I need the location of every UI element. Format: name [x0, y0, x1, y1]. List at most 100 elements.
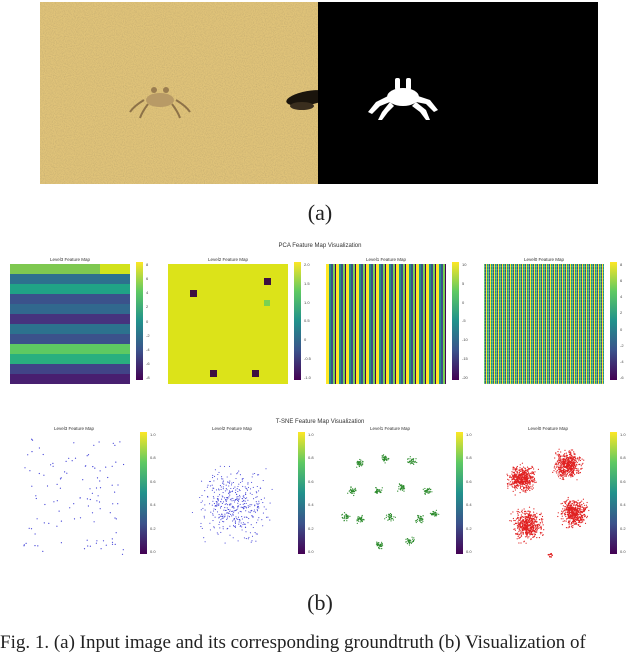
scatter-point: [227, 512, 229, 514]
scatter-point: [558, 454, 560, 456]
scatter-point: [519, 522, 521, 524]
scatter-point: [389, 518, 391, 520]
scatter-point: [221, 516, 224, 518]
scatter-point: [577, 506, 579, 508]
scatter-point: [569, 469, 571, 471]
scatter-point: [533, 480, 535, 483]
scatter-point: [417, 516, 419, 518]
scatter-point: [234, 520, 237, 522]
scatter-point: [516, 466, 518, 468]
scatter-point: [583, 459, 585, 461]
scatter-point: [524, 519, 527, 521]
cbar-tick: 5: [462, 280, 465, 286]
scatter-point: [574, 512, 576, 515]
scatter-point: [241, 526, 243, 528]
scatter-point: [534, 515, 536, 517]
scatter-point: [531, 488, 533, 490]
scatter-point: [60, 520, 63, 522]
scatter-point: [256, 522, 258, 524]
scatter-point: [557, 474, 559, 476]
scatter-point: [560, 518, 562, 520]
scatter-point: [519, 533, 521, 535]
scatter-point: [565, 527, 568, 529]
scatter-point: [578, 505, 580, 508]
scatter-point: [412, 540, 415, 543]
scatter-point: [532, 529, 534, 531]
scatter-point: [551, 554, 553, 557]
scatter-point: [349, 492, 351, 494]
scatter-point: [111, 541, 114, 543]
scatter-point: [523, 478, 525, 480]
scatter-point: [527, 532, 529, 535]
scatter-point: [226, 512, 228, 514]
cbar-tick: 0.8: [308, 455, 314, 461]
scatter-point: [583, 507, 585, 509]
scatter-point: [256, 510, 259, 512]
scatter-point: [434, 512, 436, 514]
scatter-point: [44, 503, 46, 506]
scatter-point: [220, 505, 222, 508]
scatter-point: [562, 505, 564, 507]
scatter-point: [569, 507, 571, 510]
scatter-point: [580, 506, 582, 508]
scatter-point: [558, 472, 560, 474]
scatter-point: [235, 489, 237, 491]
scatter-point: [228, 490, 231, 492]
scatter-point: [576, 479, 578, 481]
scatter-point: [359, 461, 361, 464]
scatter-point: [524, 487, 526, 489]
tsne-panel-1-colorbar-ticks: 1.0 0.8 0.6 0.4 0.2 0.0: [150, 432, 156, 554]
scatter-point: [251, 476, 253, 478]
scatter-point: [567, 465, 569, 467]
scatter-point: [378, 489, 381, 491]
scatter-point: [562, 510, 564, 512]
scatter-point: [529, 517, 531, 519]
scatter-point: [209, 522, 211, 524]
scatter-point: [530, 538, 532, 541]
scatter-point: [560, 466, 562, 468]
scatter-point: [247, 506, 249, 508]
scatter-point: [235, 510, 237, 512]
scatter-point: [521, 529, 524, 531]
scatter-point: [569, 453, 571, 455]
scatter-point: [86, 455, 88, 457]
scatter-point: [525, 532, 527, 534]
scatter-point: [265, 508, 267, 510]
scatter-point: [413, 539, 415, 541]
scatter-point: [222, 520, 224, 522]
cbar-tick: 0.4: [466, 502, 472, 508]
scatter-point: [23, 545, 25, 547]
scatter-point: [228, 492, 230, 494]
cbar-tick: 0: [304, 337, 307, 343]
scatter-point: [529, 511, 531, 513]
scatter-point: [243, 505, 245, 507]
scatter-point: [566, 456, 568, 459]
cbar-tick: -20: [462, 374, 468, 380]
scatter-point: [42, 550, 44, 552]
scatter-point: [348, 490, 350, 492]
pca-panel-1-title: Level3 Feature Map: [49, 257, 91, 262]
scatter-point: [532, 524, 535, 527]
scatter-point: [98, 501, 101, 503]
scatter-point: [228, 496, 230, 498]
scatter-point: [38, 447, 40, 449]
scatter-point: [99, 480, 101, 482]
scatter-point: [397, 490, 399, 492]
scatter-point: [251, 493, 253, 496]
cbar-tick: 1.0: [620, 432, 626, 437]
scatter-point: [518, 481, 520, 483]
scatter-point: [583, 519, 585, 521]
scatter-point: [568, 515, 570, 517]
scatter-point: [231, 482, 233, 484]
scatter-point: [536, 527, 538, 529]
scatter-point: [209, 503, 211, 505]
scatter-point: [576, 513, 578, 515]
scatter-point: [216, 497, 218, 500]
scatter-point: [213, 475, 216, 477]
scatter-point: [222, 482, 224, 484]
scatter-point: [429, 489, 431, 491]
scatter-point: [558, 467, 560, 469]
scatter-point: [517, 524, 519, 527]
scatter-point: [211, 489, 213, 491]
scatter-point: [531, 471, 533, 473]
